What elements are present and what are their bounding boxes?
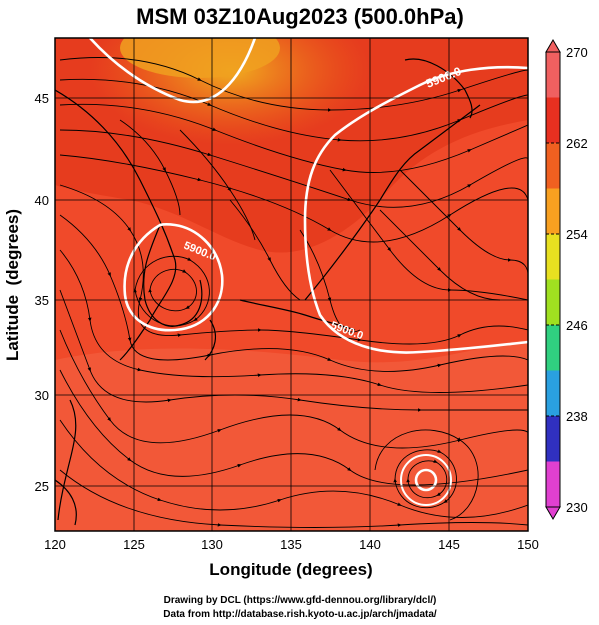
colorbar-tick-label: 238 <box>566 409 588 424</box>
colorbar-segment <box>546 416 560 462</box>
contour-lines <box>88 38 528 506</box>
y-tick-label: 35 <box>35 293 49 308</box>
x-tick-label: 125 <box>123 537 145 552</box>
colorbar-segment <box>546 97 560 144</box>
x-tick-label: 130 <box>201 537 223 552</box>
y-tick-label: 40 <box>35 193 49 208</box>
x-tick-label: 140 <box>359 537 381 552</box>
y-axis: 25 30 35 40 45 <box>35 91 49 494</box>
credit-line-data: Data from http://database.rish.kyoto-u.a… <box>163 609 437 620</box>
plot-area <box>55 38 528 531</box>
colorbar-bottom-arrow <box>545 506 561 520</box>
credit-line-drawing: Drawing by DCL (https://www.gfd-dennou.o… <box>164 595 437 606</box>
y-tick-label: 25 <box>35 479 49 494</box>
colorbar: 230 238 246 254 262 270 <box>545 39 588 520</box>
colorbar-segment <box>546 370 560 417</box>
colorbar-segment <box>546 52 560 98</box>
x-tick-label: 135 <box>280 537 302 552</box>
x-tick-label: 145 <box>438 537 460 552</box>
streamlines <box>59 57 528 528</box>
colorbar-segment <box>546 279 560 326</box>
y-axis-label: Latitude (degrees) <box>3 209 22 361</box>
temperature-south-field <box>55 340 528 531</box>
colorbar-tick-label: 254 <box>566 227 588 242</box>
grid-lines <box>55 38 528 531</box>
colorbar-segment <box>546 325 560 371</box>
colorbar-tick-label: 230 <box>566 500 588 515</box>
colorbar-top-arrow <box>545 39 561 53</box>
x-axis: 120 125 130 135 140 145 150 <box>44 537 539 552</box>
x-tick-label: 150 <box>517 537 539 552</box>
y-tick-label: 30 <box>35 388 49 403</box>
colorbar-segment <box>546 461 560 508</box>
colorbar-segment <box>546 188 560 235</box>
colorbar-segment <box>546 234 560 280</box>
colorbar-segment <box>546 143 560 189</box>
plot-frame <box>54 37 529 532</box>
x-axis-label: Longitude (degrees) <box>209 560 372 579</box>
colorbar-tick-label: 270 <box>566 45 588 60</box>
y-tick-label: 45 <box>35 91 49 106</box>
colorbar-tick-label: 262 <box>566 136 588 151</box>
x-tick-label: 120 <box>44 537 66 552</box>
colorbar-tick-label: 246 <box>566 318 588 333</box>
chart-title: MSM 03Z10Aug2023 (500.0hPa) <box>136 4 464 29</box>
